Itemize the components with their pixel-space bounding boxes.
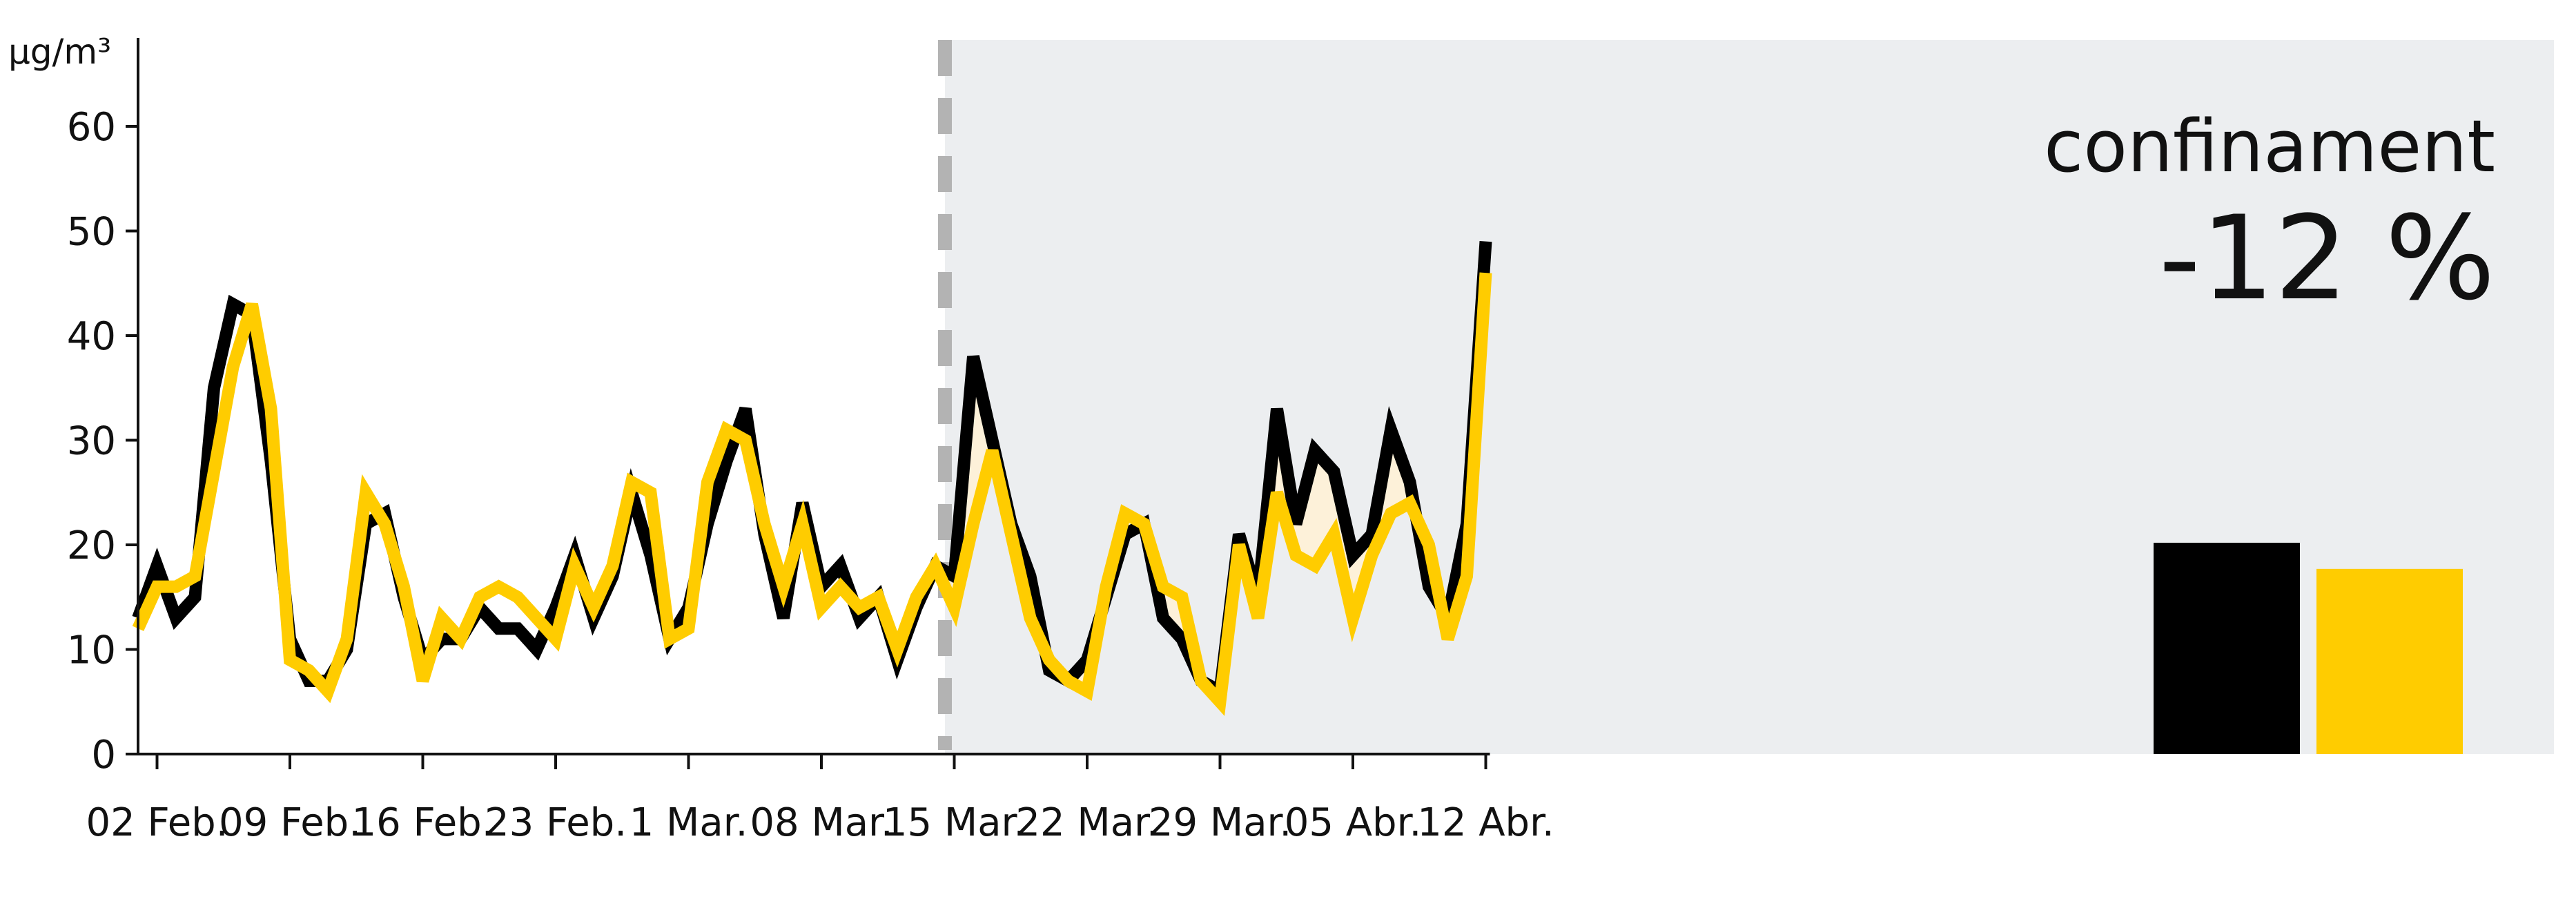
x-tick-label: 08 Mar.	[750, 800, 892, 845]
x-tick-label: 23 Feb.	[485, 800, 627, 845]
x-tick-label: 15 Mar.	[883, 800, 1026, 845]
y-tick-label: 60	[67, 105, 116, 150]
y-tick-label: 0	[91, 733, 116, 778]
summary-bar-yellow	[2316, 568, 2463, 754]
summary-bar-group	[2154, 542, 2463, 754]
x-tick-label: 1 Mar.	[630, 800, 748, 845]
x-tick-label: 02 Feb.	[86, 800, 228, 845]
y-tick-label: 20	[67, 523, 116, 568]
x-tick-label: 12 Abr.	[1417, 800, 1554, 845]
series-group	[132, 241, 1492, 716]
y-tick-label: 40	[67, 314, 116, 359]
x-tick-label: 05 Abr.	[1285, 800, 1422, 845]
y-tick-group: 0 10 20 30 40 50 60	[67, 105, 138, 778]
change-percentage: -12 %	[2159, 191, 2495, 326]
y-unit-label: µg/m³	[8, 32, 111, 72]
x-tick-label: 22 Mar.	[1015, 800, 1158, 845]
summary-bar-black	[2154, 542, 2300, 754]
y-tick-label: 30	[67, 419, 116, 464]
y-tick-label: 10	[67, 628, 116, 673]
series-line-yellow	[132, 272, 1492, 716]
x-tick-label: 09 Feb.	[219, 800, 361, 845]
x-tick-label: 29 Mar.	[1149, 800, 1291, 845]
y-tick-label: 50	[67, 210, 116, 255]
x-tick-group: 02 Feb.09 Feb.16 Feb.23 Feb. 1 Mar. 08 Mar…	[86, 754, 1554, 845]
lockdown-label: confinament	[2044, 104, 2495, 189]
x-tick-label: 16 Feb.	[351, 800, 494, 845]
